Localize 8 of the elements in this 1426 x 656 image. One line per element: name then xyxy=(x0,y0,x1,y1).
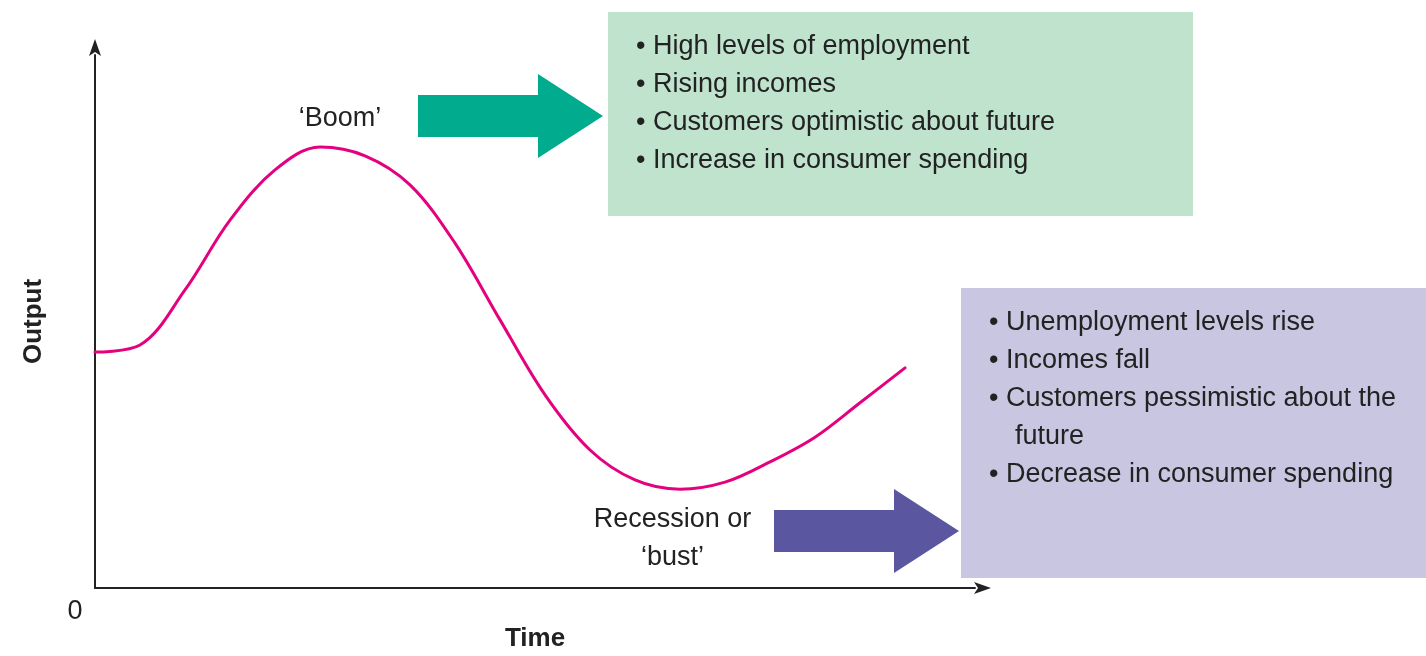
text: ‘Boom’ xyxy=(297,101,383,134)
note-box: • High levels of employment • Rising incomes • Customers optimistic about future • Increase in consumer spending xyxy=(608,12,1193,216)
annotation: Recession or ‘bust’ xyxy=(592,502,753,573)
annotation: • Increase in consumer spending xyxy=(636,143,1030,176)
note-box: • Unemployment levels rise • Incomes fall • Customers pessimistic about the future • Decrease in consumer spending xyxy=(961,288,1426,578)
y-axis-title: Output xyxy=(17,278,47,365)
text: 0 xyxy=(66,594,84,627)
x-axis-title: Time xyxy=(504,622,566,652)
